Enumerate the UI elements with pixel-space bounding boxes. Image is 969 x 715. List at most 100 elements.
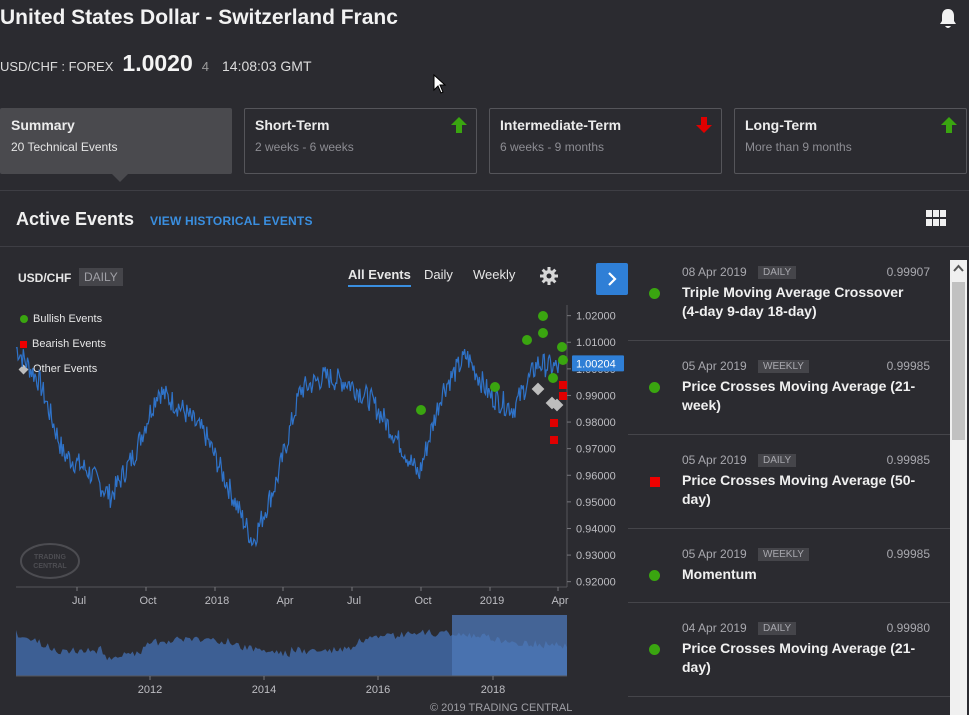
tab-intermediate-term[interactable]: Intermediate-Term 6 weeks - 9 months <box>489 108 722 174</box>
tab-long-term[interactable]: Long-Term More than 9 months <box>734 108 967 174</box>
event-period-badge: WEEKLY <box>758 548 809 561</box>
event-item[interactable]: 05 Apr 2019 WEEKLY 0.99985 Momentum <box>628 529 950 603</box>
event-title: Price Crosses Moving Average (21-week) <box>682 378 916 413</box>
event-item[interactable]: 05 Apr 2019 DAILY 0.99985 Price Crosses Mov… <box>628 435 950 529</box>
tab-sub: More than 9 months <box>745 140 852 154</box>
y-tick-label: 0.94000 <box>576 523 616 535</box>
y-tick-label: 0.96000 <box>576 470 616 482</box>
quote-row: USD/CHF : FOREX 1.0020 4 14:08:03 GMT <box>0 50 312 78</box>
arrow-down-icon <box>696 117 712 133</box>
tab-summary[interactable]: Summary 20 Technical Events <box>0 108 232 174</box>
x-tick-label: Oct <box>139 595 156 607</box>
price-chart[interactable]: 1.020001.010001.000000.990000.980000.970… <box>0 247 628 715</box>
bearish-event-marker <box>550 419 558 427</box>
event-price: 0.99907 <box>886 265 930 279</box>
bullish-event-marker <box>557 342 567 352</box>
event-item[interactable]: 08 Apr 2019 DAILY 0.99907 Triple Moving Ave… <box>628 247 950 341</box>
divider <box>0 246 969 247</box>
y-tick-label: 1.02000 <box>576 311 616 323</box>
current-value-label: 1.00204 <box>576 358 616 370</box>
nav-tick-label: 2018 <box>481 684 505 696</box>
tab-sub: 2 weeks - 6 weeks <box>255 140 354 154</box>
y-tick-label: 0.93000 <box>576 550 616 562</box>
scrollbar-thumb[interactable] <box>952 282 965 440</box>
tab-weekly[interactable]: Weekly <box>473 267 516 282</box>
bell-icon[interactable] <box>938 8 958 30</box>
other-event-marker <box>531 382 545 396</box>
bearish-event-marker <box>559 392 567 400</box>
event-price: 0.99985 <box>886 547 930 561</box>
event-period-badge: WEEKLY <box>758 360 809 373</box>
event-date: 05 Apr 2019 <box>682 453 747 467</box>
navigator-area <box>16 629 567 676</box>
y-tick-label: 0.95000 <box>576 497 616 509</box>
quote-time: 14:08:03 GMT <box>222 58 312 74</box>
bullish-event-marker <box>538 328 548 338</box>
tab-label: Short-Term <box>255 117 330 133</box>
divider <box>0 190 969 191</box>
event-item[interactable]: 04 Apr 2019 DAILY 0.99980 Price Crosses Mov… <box>628 603 950 697</box>
term-tabs: Summary 20 Technical Events Short-Term 2… <box>0 108 969 176</box>
event-price: 0.99985 <box>886 453 930 467</box>
chart-period-badge: DAILY <box>79 268 123 286</box>
svg-text:TRADING: TRADING <box>34 554 66 561</box>
chevron-right-icon <box>608 272 617 286</box>
tab-sub: 20 Technical Events <box>11 140 118 154</box>
y-tick-label: 0.97000 <box>576 444 616 456</box>
event-title: Price Crosses Moving Average (21-day) <box>682 640 916 675</box>
y-tick-label: 0.98000 <box>576 417 616 429</box>
bullish-event-marker <box>490 382 500 392</box>
nav-tick-label: 2012 <box>138 684 162 696</box>
events-list: 08 Apr 2019 DAILY 0.99907 Triple Moving Ave… <box>628 247 950 715</box>
bullish-event-marker <box>538 311 548 321</box>
event-date: 05 Apr 2019 <box>682 547 747 561</box>
tab-short-term[interactable]: Short-Term 2 weeks - 6 weeks <box>244 108 477 174</box>
expand-button[interactable] <box>596 263 628 295</box>
trading-central-logo: TRADING CENTRAL <box>20 543 80 579</box>
tab-label: Summary <box>11 117 75 133</box>
copyright: © 2019 TRADING CENTRAL <box>430 702 573 714</box>
price-value: 1.0020 <box>122 50 193 76</box>
event-date: 08 Apr 2019 <box>682 265 747 279</box>
event-price: 0.99985 <box>886 359 930 373</box>
bullish-marker-icon <box>649 570 660 581</box>
page-title: United States Dollar - Switzerland Franc <box>0 6 398 29</box>
grid-view-icon[interactable] <box>926 210 946 226</box>
mouse-cursor-icon <box>433 74 447 94</box>
bullish-event-marker <box>548 373 558 383</box>
arrow-up-icon <box>941 117 957 133</box>
y-tick-label: 0.92000 <box>576 577 616 589</box>
event-date: 04 Apr 2019 <box>682 621 747 635</box>
scroll-up-icon[interactable] <box>952 262 965 276</box>
x-tick-label: Oct <box>414 595 431 607</box>
x-tick-label: Apr <box>551 595 568 607</box>
bullish-marker-icon <box>649 288 660 299</box>
y-tick-label: 0.99000 <box>576 390 616 402</box>
legend-bullish: Bullish Events <box>20 313 102 325</box>
bullish-event-marker <box>558 355 568 365</box>
event-item[interactable]: 05 Apr 2019 WEEKLY 0.99985 Price Crosses Mo… <box>628 341 950 435</box>
bearish-event-marker <box>559 381 567 389</box>
gear-icon[interactable] <box>540 267 558 285</box>
price-change: 4 <box>201 59 209 74</box>
view-historical-events-link[interactable]: VIEW HISTORICAL EVENTS <box>150 214 313 228</box>
legend-label: Bullish Events <box>33 313 103 325</box>
navigator-selection <box>452 615 567 676</box>
event-period-badge: DAILY <box>758 622 797 635</box>
event-date: 05 Apr 2019 <box>682 359 747 373</box>
x-tick-label: Jul <box>347 595 361 607</box>
tab-daily[interactable]: Daily <box>424 267 453 282</box>
legend-label: Other Events <box>33 363 98 375</box>
event-price: 0.99980 <box>886 621 930 635</box>
pair-label: USD/CHF : FOREX <box>0 59 114 74</box>
event-title: Triple Moving Average Crossover (4-day 9… <box>682 284 904 319</box>
event-title: Momentum <box>682 566 757 582</box>
svg-text:CENTRAL: CENTRAL <box>33 563 67 570</box>
event-period-badge: DAILY <box>758 454 797 467</box>
legend-bearish: Bearish Events <box>20 338 106 350</box>
y-tick-label: 1.01000 <box>576 337 616 349</box>
x-tick-label: Jul <box>72 595 86 607</box>
chart-symbol: USD/CHF <box>18 271 72 285</box>
current-value-box <box>572 355 624 372</box>
tab-all-events[interactable]: All Events <box>348 267 411 287</box>
